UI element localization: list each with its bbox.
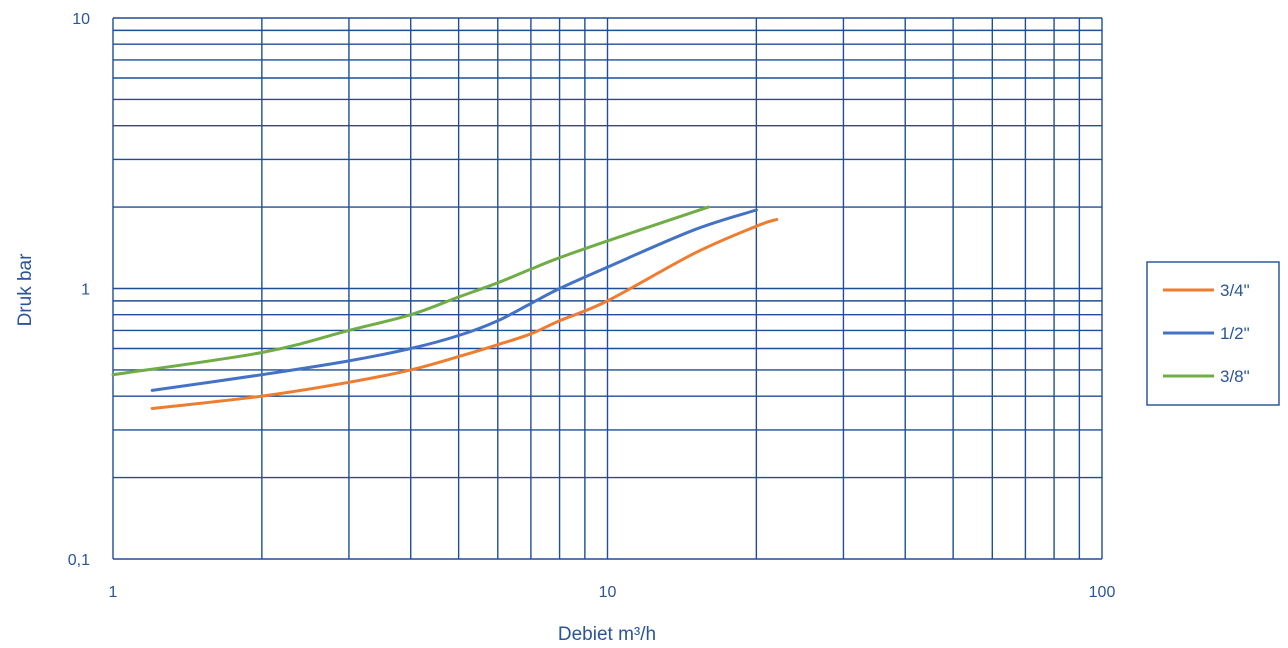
legend-label: 3/8" [1220,367,1250,386]
x-axis-title: Debiet m³/h [558,624,656,645]
y-tick-label: 10 [72,11,90,28]
legend-label: 3/4" [1220,281,1250,300]
chart-grid [112,17,1103,560]
chart-series [111,205,779,410]
y-tick-label: 1 [81,282,90,299]
chart-tick-labels: 1 10 100 10 1 0,1 [68,11,1116,601]
x-tick-label: 1 [109,584,118,601]
series-line-2 [150,208,758,392]
series-line-1 [150,217,779,410]
chart-legend: 3/4" 1/2" 3/8" [1146,261,1280,406]
x-tick-label: 100 [1089,584,1116,601]
y-axis-title: Druk bar [15,253,36,327]
y-tick-label: 0,1 [68,552,90,569]
legend-label: 1/2" [1220,324,1250,343]
x-tick-label: 10 [599,584,617,601]
series-line-3 [111,205,710,377]
